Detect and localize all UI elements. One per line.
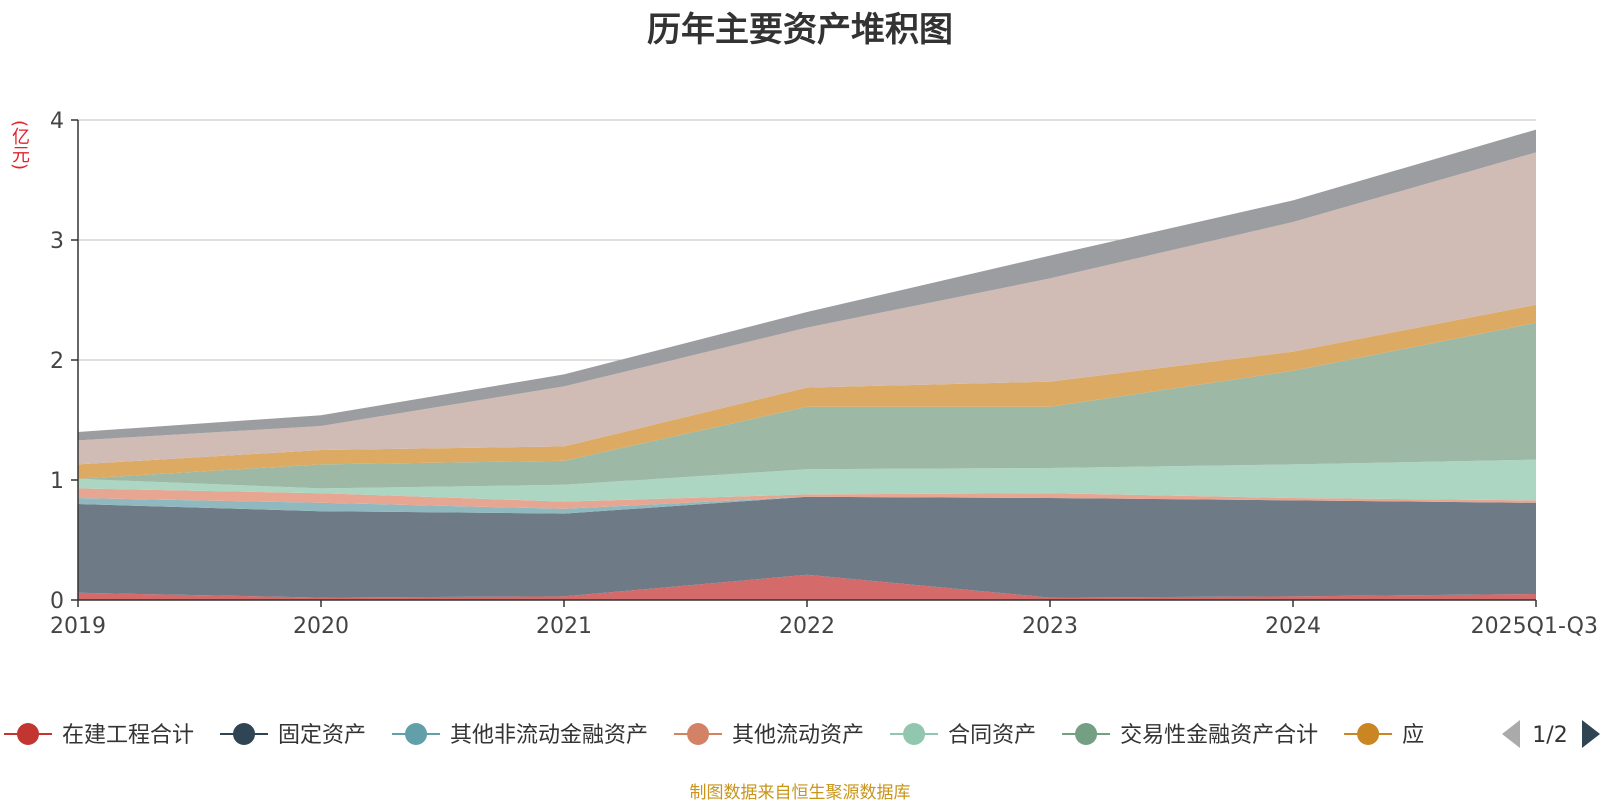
legend-label: 其他流动资产 xyxy=(732,723,864,748)
legend-page-indicator: 1/2 xyxy=(1532,723,1567,748)
x-tick-label: 2019 xyxy=(50,614,106,639)
axes: 0 1 2 3 4 2019 2020 2021 2022 2023 2024 2025Q1-Q3 xyxy=(50,109,1598,639)
legend-item[interactable]: 合同资产 xyxy=(890,723,1036,748)
y-tick-label: 4 xyxy=(50,109,64,134)
x-tick-label: 2025Q1-Q3 xyxy=(1471,614,1598,639)
y-tick-label: 0 xyxy=(50,589,64,614)
legend-next-page-icon[interactable] xyxy=(1582,720,1600,748)
y-axis-unit-label: (亿元) xyxy=(9,120,30,171)
legend-circle-icon xyxy=(233,723,256,745)
legend-label: 其他非流动金融资产 xyxy=(450,723,648,748)
area-series-3 xyxy=(78,488,1536,509)
legend-item[interactable]: 固定资产 xyxy=(220,723,366,748)
chart-title: 历年主要资产堆积图 xyxy=(647,10,953,50)
legend-label: 应 xyxy=(1402,723,1424,748)
legend-item[interactable]: 其他流动资产 xyxy=(674,723,864,748)
x-tick-label: 2020 xyxy=(293,614,349,639)
area-series-0 xyxy=(78,574,1536,600)
legend-prev-page-icon[interactable] xyxy=(1502,720,1520,748)
area-series-7 xyxy=(78,152,1536,465)
x-tick-label: 2024 xyxy=(1265,614,1321,639)
legend-pager: 1/2 xyxy=(1502,720,1600,748)
data-source-note: 制图数据来自恒生聚源数据库 xyxy=(689,783,911,803)
legend-circle-icon xyxy=(1357,723,1380,745)
x-tick-label: 2023 xyxy=(1022,614,1078,639)
x-tick-label: 2022 xyxy=(779,614,835,639)
area-series-1 xyxy=(78,496,1536,598)
legend-label: 固定资产 xyxy=(278,723,366,748)
legend-circle-icon xyxy=(17,723,39,745)
y-tick-label: 2 xyxy=(50,349,64,374)
y-tick-label: 1 xyxy=(50,469,64,494)
legend: 在建工程合计 固定资产 其他非流动金融资产 其他流动资产 合同资产 交易性金融资产合计 应 1… xyxy=(4,720,1600,748)
area-series xyxy=(78,129,1536,600)
legend-circle-icon xyxy=(405,723,428,745)
legend-item[interactable]: 在建工程合计 xyxy=(4,723,194,748)
area-series-5 xyxy=(78,322,1536,489)
x-tick-label: 2021 xyxy=(536,614,592,639)
legend-circle-icon xyxy=(687,723,710,745)
area-series-6 xyxy=(78,304,1536,479)
legend-label: 交易性金融资产合计 xyxy=(1120,723,1318,748)
legend-item[interactable]: 应 xyxy=(1344,723,1424,748)
legend-label: 合同资产 xyxy=(948,723,1036,748)
legend-item[interactable]: 其他非流动金融资产 xyxy=(392,723,648,748)
legend-label: 在建工程合计 xyxy=(62,723,194,748)
legend-circle-icon xyxy=(903,723,926,745)
legend-circle-icon xyxy=(1075,723,1098,745)
area-series-4 xyxy=(78,459,1536,502)
area-series-2 xyxy=(78,496,1536,514)
legend-item[interactable]: 交易性金融资产合计 xyxy=(1062,723,1318,748)
y-tick-label: 3 xyxy=(50,229,64,254)
